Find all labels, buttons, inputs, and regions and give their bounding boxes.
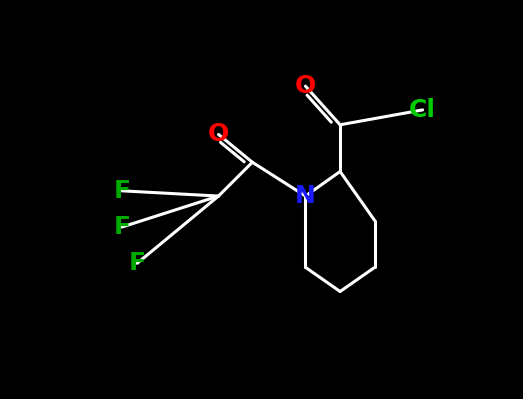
Text: F: F — [113, 215, 130, 239]
Text: F: F — [113, 179, 130, 203]
Text: F: F — [129, 251, 146, 275]
Text: Cl: Cl — [409, 98, 436, 122]
Text: O: O — [295, 74, 316, 98]
Text: N: N — [295, 184, 316, 208]
Text: O: O — [208, 122, 229, 146]
